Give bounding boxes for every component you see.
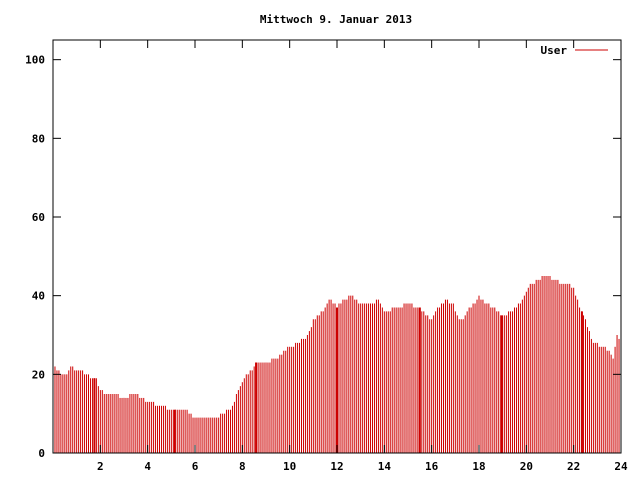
- y-tick-label: 80: [32, 132, 45, 145]
- bar-series-user: [52, 276, 622, 453]
- x-tick-label: 18: [472, 460, 485, 473]
- x-tick-label: 12: [330, 460, 343, 473]
- x-tick-label: 24: [614, 460, 628, 473]
- x-tick-label: 8: [239, 460, 246, 473]
- y-tick-label: 20: [32, 368, 45, 381]
- x-tick-label: 20: [520, 460, 533, 473]
- x-tick-label: 4: [144, 460, 151, 473]
- y-tick-label: 60: [32, 211, 45, 224]
- x-tick-label: 6: [192, 460, 199, 473]
- legend-label-user: User: [541, 44, 568, 57]
- chart-title: Mittwoch 9. Januar 2013: [260, 13, 412, 26]
- y-tick-label: 40: [32, 290, 45, 303]
- x-tick-label: 22: [567, 460, 580, 473]
- x-tick-label: 14: [378, 460, 392, 473]
- x-tick-label: 2: [97, 460, 104, 473]
- y-tick-label: 0: [38, 447, 45, 460]
- legend: User: [541, 44, 608, 57]
- x-tick-label: 10: [283, 460, 296, 473]
- y-tick-label: 100: [25, 54, 45, 67]
- x-tick-label: 16: [425, 460, 439, 473]
